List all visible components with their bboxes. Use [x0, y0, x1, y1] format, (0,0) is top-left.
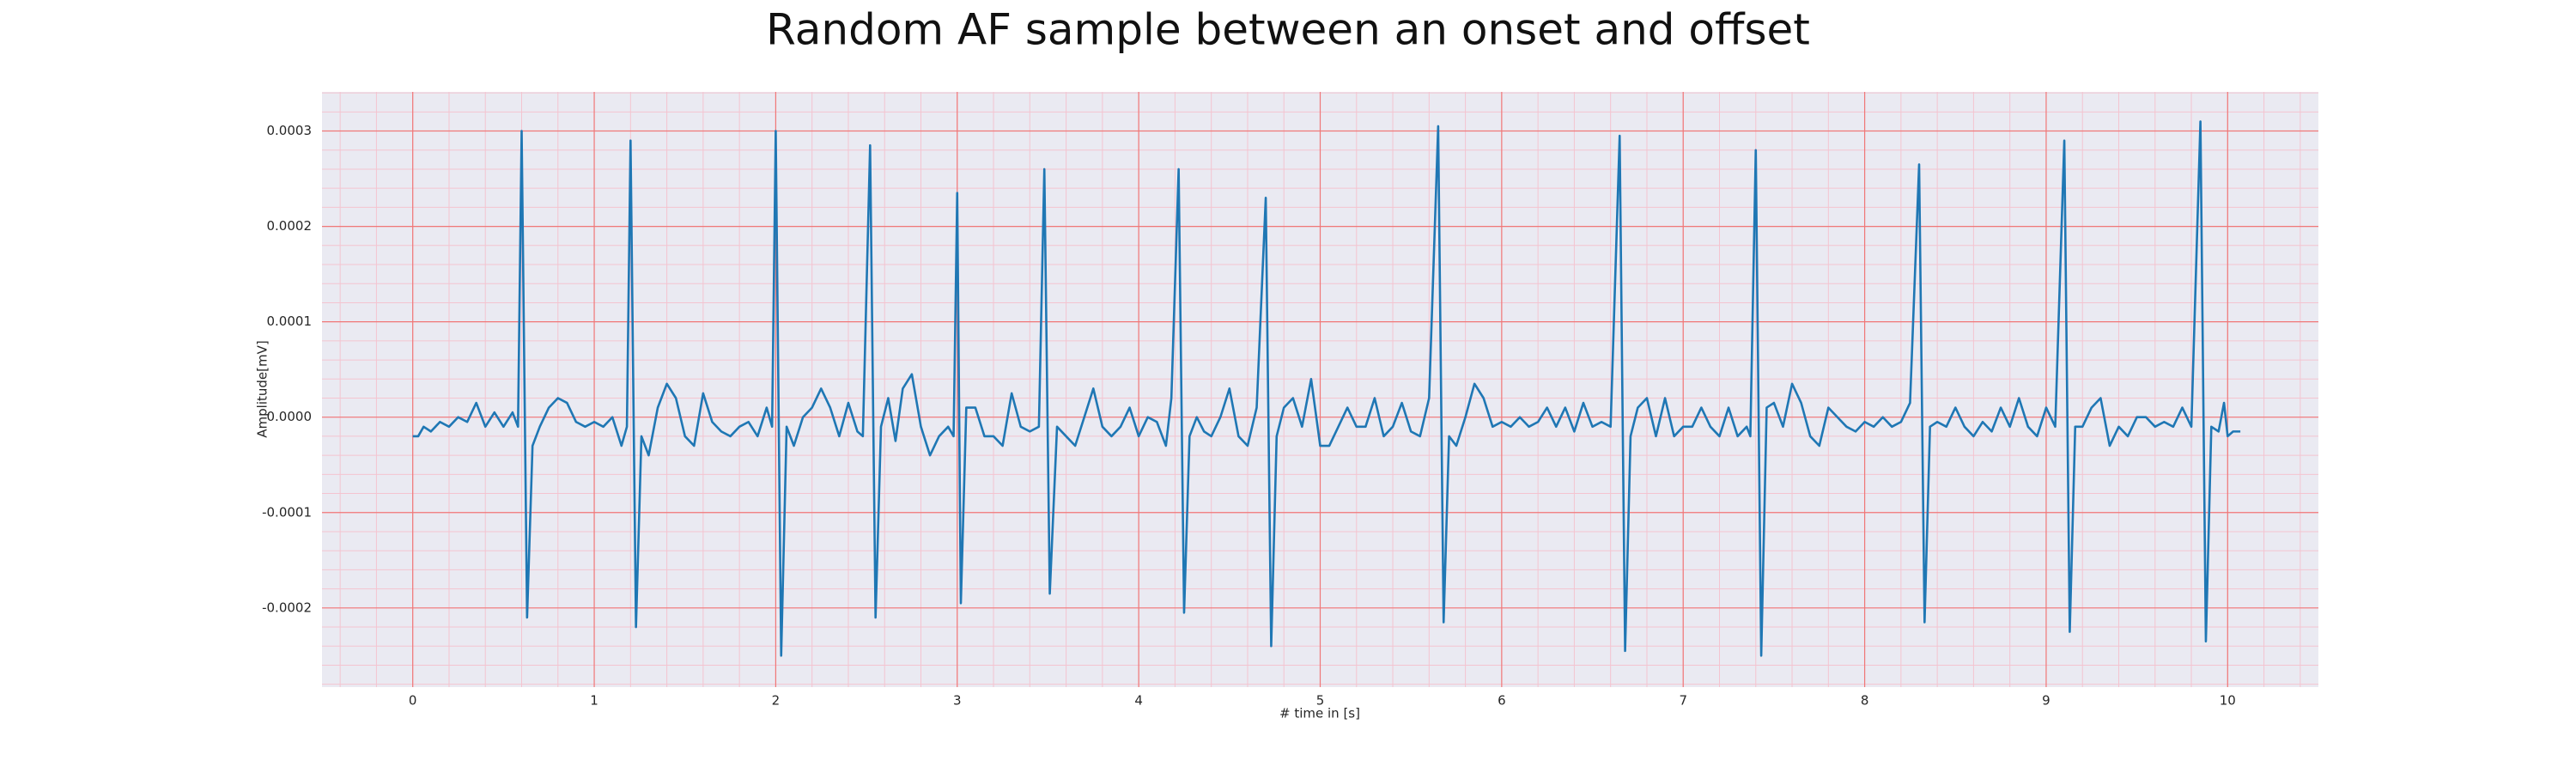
x-tick-label: 2	[772, 693, 781, 709]
series	[412, 120, 2241, 657]
y-axis-label: Amplitude[mV]	[255, 340, 270, 437]
x-tick-label: 10	[2220, 693, 2236, 709]
major-grid	[322, 92, 2318, 687]
y-tick-label: 0.0000	[267, 409, 313, 424]
x-tick-label: 0	[409, 693, 417, 709]
x-tick-label: 6	[1498, 693, 1506, 709]
x-tick-label: 5	[1316, 693, 1325, 709]
x-tick-label: 7	[1679, 693, 1687, 709]
x-tick-label: 9	[2042, 693, 2050, 709]
y-tick-label: -0.0002	[262, 600, 312, 615]
x-tick-label: 4	[1134, 693, 1143, 709]
x-tick-label: 8	[1861, 693, 1869, 709]
x-axis-label: # time in [s]	[1279, 706, 1360, 721]
y-tick-label: 0.0001	[267, 313, 313, 329]
x-tick-label: 1	[590, 693, 598, 709]
chart-title: Random AF sample between an onset and of…	[766, 5, 1810, 55]
y-tick-label: -0.0001	[262, 504, 312, 520]
y-tick-label: 0.0003	[267, 123, 313, 138]
x-tick-label: 3	[953, 693, 962, 709]
y-tick-label: 0.0002	[267, 218, 313, 234]
signal-line	[412, 120, 2241, 657]
